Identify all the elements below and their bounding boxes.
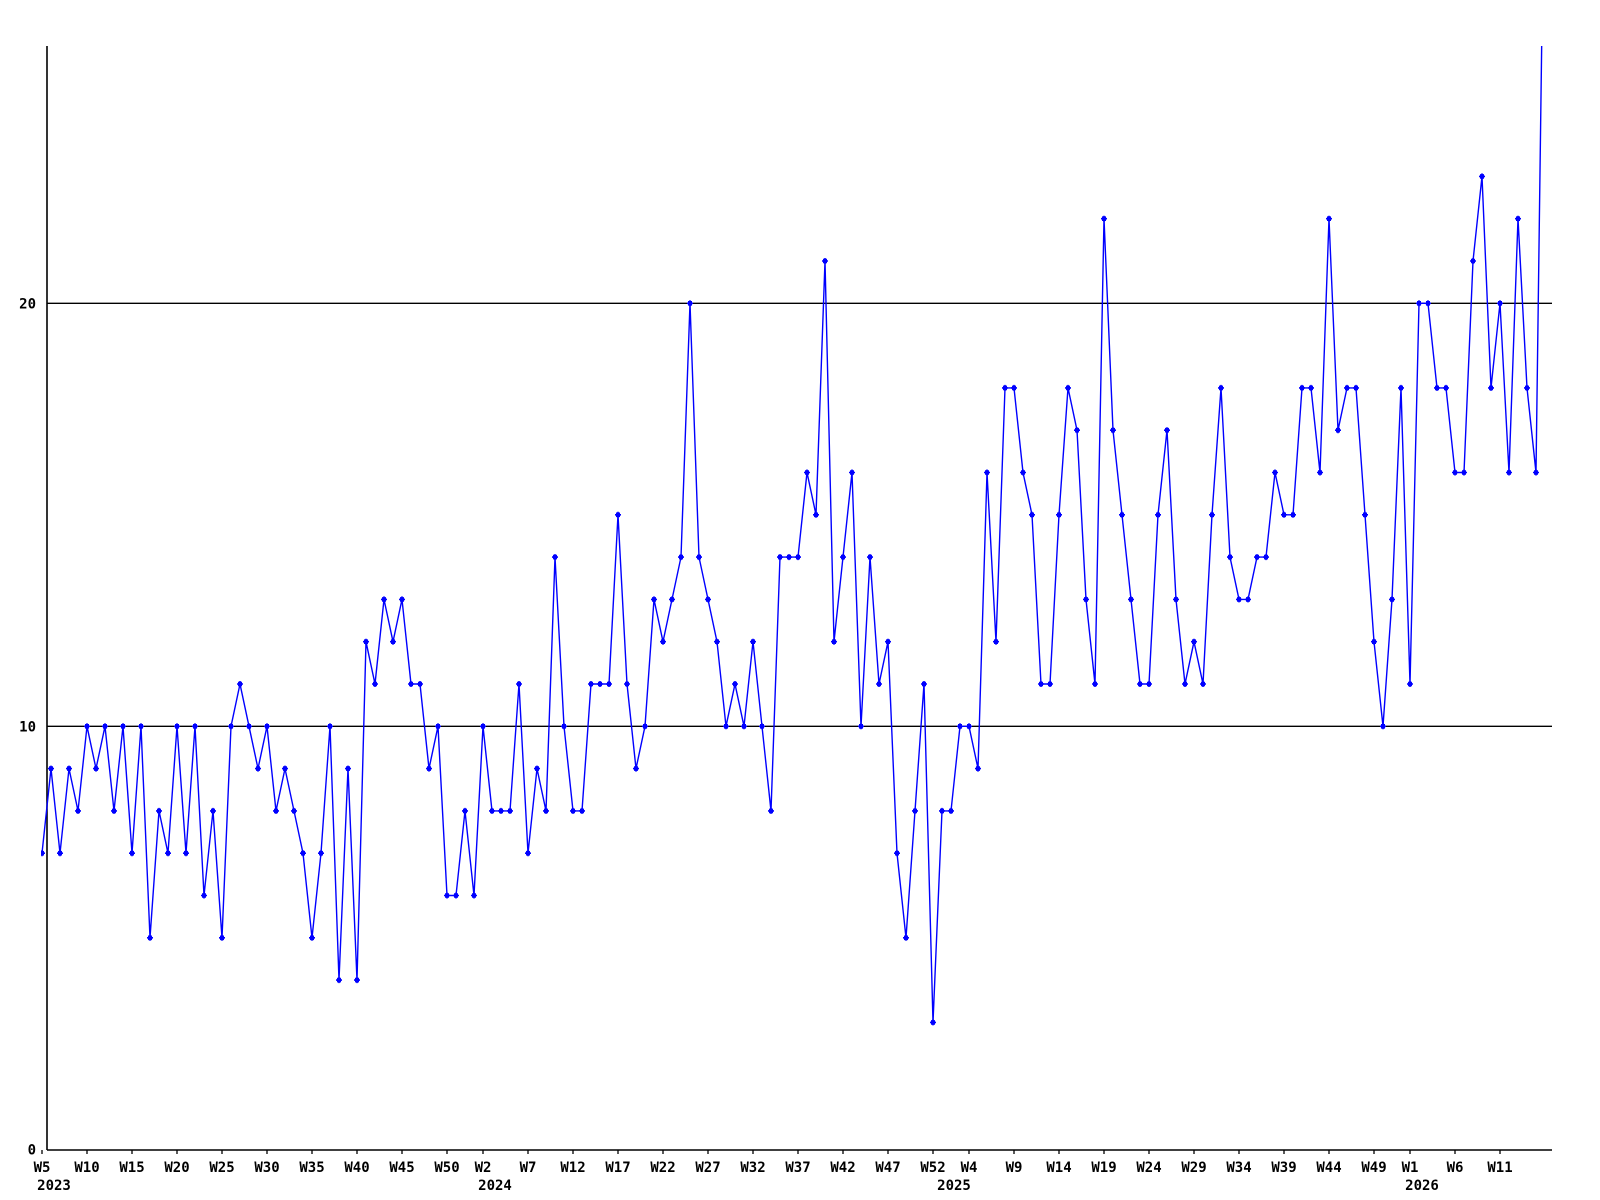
axes (46, 46, 1552, 1151)
x-axis-label: W14 (1046, 1160, 1071, 1176)
x-axis-label: W34 (1226, 1160, 1251, 1176)
x-axis-year-label: 2025 (937, 1178, 971, 1194)
x-axis-year-label: 2024 (478, 1178, 512, 1194)
x-axis-label: W44 (1316, 1160, 1341, 1176)
x-axis-label: W45 (389, 1160, 414, 1176)
data-point-markers (41, 173, 1539, 1026)
x-axis-label: W32 (740, 1160, 765, 1176)
x-axis-year-label: 2026 (1405, 1178, 1439, 1194)
x-axis-label: W40 (344, 1160, 369, 1176)
y-axis-labels: 20 10 0 (19, 296, 36, 1158)
x-axis-label: W17 (605, 1160, 630, 1176)
x-axis-label: W37 (785, 1160, 810, 1176)
x-axis-label: W30 (254, 1160, 279, 1176)
x-axis-label: W47 (875, 1160, 900, 1176)
x-axis-label: W52 (920, 1160, 945, 1176)
x-tick-marks (41, 1150, 1501, 1154)
x-axis-label: W22 (650, 1160, 675, 1176)
x-axis-label: W20 (164, 1160, 189, 1176)
data-series (41, 46, 1543, 1026)
x-axis-label: W1 (1402, 1160, 1419, 1176)
x-axis-label: W5 (34, 1160, 51, 1176)
x-axis-year-label: 2023 (37, 1178, 71, 1194)
x-axis-label: W11 (1487, 1160, 1512, 1176)
x-axis-label: W27 (695, 1160, 720, 1176)
x-axis-label: W10 (74, 1160, 99, 1176)
x-axis-label: W29 (1181, 1160, 1206, 1176)
x-axis-label: W39 (1271, 1160, 1296, 1176)
x-axis-label: W50 (434, 1160, 459, 1176)
x-axis-label: W24 (1136, 1160, 1161, 1176)
series-line (41, 46, 1543, 1023)
x-axis-label: W42 (830, 1160, 855, 1176)
x-axis-label: W15 (119, 1160, 144, 1176)
x-axis-label: W19 (1091, 1160, 1116, 1176)
x-axis-label: W9 (1006, 1160, 1023, 1176)
x-axis-label: W6 (1447, 1160, 1464, 1176)
x-axis-label: W35 (299, 1160, 324, 1176)
y-axis-label: 20 (19, 296, 36, 312)
y-axis-label: 10 (19, 719, 36, 735)
x-axis-label: W2 (475, 1160, 492, 1176)
x-axis-label: W25 (209, 1160, 234, 1176)
x-axis-label: W7 (520, 1160, 537, 1176)
y-axis-label: 0 (28, 1142, 36, 1158)
x-axis-label: W49 (1361, 1160, 1386, 1176)
x-axis-label: W4 (961, 1160, 978, 1176)
x-axis-label: W12 (560, 1160, 585, 1176)
reference-lines (47, 302, 1552, 727)
